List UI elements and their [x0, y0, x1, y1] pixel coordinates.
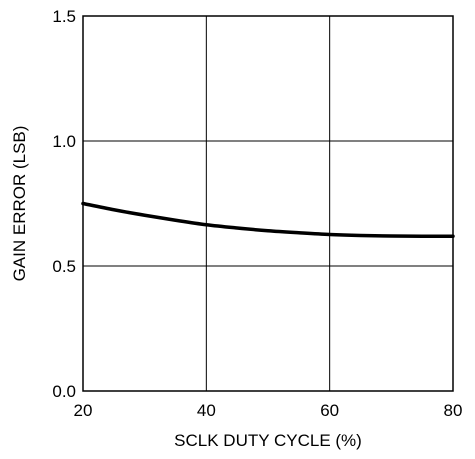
y-tick-label-3: 1.5	[52, 7, 76, 26]
y-tick-label-1: 0.5	[52, 257, 76, 276]
grid-lines	[83, 16, 453, 391]
x-tick-label-0: 20	[74, 401, 93, 420]
x-axis-tick-labels: 20 40 60 80	[74, 401, 463, 420]
series-line-0	[81, 201, 455, 239]
x-tick-label-3: 80	[444, 401, 463, 420]
y-axis-tick-labels: 0.0 0.5 1.0 1.5	[52, 7, 76, 401]
y-axis-title: GAIN ERROR (LSB)	[10, 126, 29, 282]
series-layer	[81, 201, 455, 239]
plot-area-frame	[82, 15, 454, 392]
y-tick-label-2: 1.0	[52, 132, 76, 151]
x-tick-label-2: 60	[320, 401, 339, 420]
y-tick-label-0: 0.0	[52, 382, 76, 401]
x-axis-title: SCLK DUTY CYCLE (%)	[174, 431, 362, 450]
x-tick-label-1: 40	[197, 401, 216, 420]
